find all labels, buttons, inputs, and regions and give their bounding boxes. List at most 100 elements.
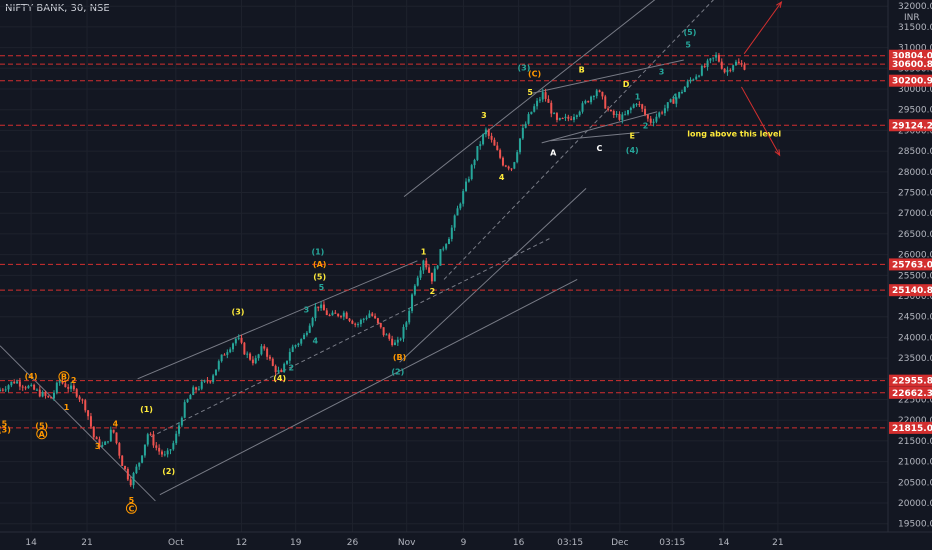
candle-body bbox=[155, 445, 158, 448]
trend-channels bbox=[0, 0, 714, 502]
candle-body bbox=[305, 332, 308, 335]
time-tick-label: 14 bbox=[718, 538, 730, 548]
level-tag-bg bbox=[889, 386, 932, 399]
wave-label-circle bbox=[125, 502, 137, 514]
candle-body bbox=[734, 61, 737, 66]
candle-body bbox=[550, 102, 553, 114]
wave-label: (2) bbox=[162, 467, 175, 476]
candle-body bbox=[220, 354, 223, 362]
grid bbox=[0, 0, 888, 532]
candle-body bbox=[629, 107, 632, 111]
candle-body bbox=[482, 134, 485, 145]
candle-body bbox=[510, 168, 513, 170]
candle-body bbox=[499, 150, 502, 158]
candle-body bbox=[4, 389, 7, 391]
wave-label: 4 bbox=[312, 337, 318, 346]
candle-body bbox=[189, 395, 192, 400]
candle-body bbox=[422, 260, 425, 271]
candle-body bbox=[484, 129, 487, 135]
candle-body bbox=[58, 381, 61, 383]
price-tick-label: 20000.00 bbox=[898, 499, 932, 509]
candle-body bbox=[104, 441, 107, 445]
wave-label: (B) bbox=[393, 353, 406, 362]
candle-body bbox=[632, 104, 635, 108]
time-axis[interactable]: 14 21 Oct 12 19 26 Nov 9 16 03:15 Dec 03:15 14 21 bbox=[0, 531, 932, 550]
candle-body bbox=[462, 191, 465, 204]
price-axis[interactable]: 19500.00 20000.00 20500.00 21000.00 21500.00… bbox=[887, 0, 932, 550]
candle-body bbox=[402, 326, 405, 339]
candle-body bbox=[106, 441, 109, 443]
candle-body bbox=[479, 144, 482, 147]
level-price-tag: 25140.85 bbox=[889, 284, 932, 297]
wave-label: 4 bbox=[672, 92, 678, 101]
candle-body bbox=[419, 270, 422, 278]
candle-body bbox=[723, 68, 726, 73]
candle-body bbox=[84, 400, 87, 411]
candle-body bbox=[78, 396, 81, 400]
candle-body bbox=[135, 466, 138, 474]
candle-body bbox=[391, 338, 394, 345]
candle-body bbox=[334, 312, 337, 314]
candle-body bbox=[33, 384, 36, 390]
wave-label: 1 bbox=[64, 403, 70, 412]
candle-body bbox=[626, 110, 629, 115]
channel-line bbox=[403, 0, 656, 198]
candle-body bbox=[371, 313, 374, 316]
candle-body bbox=[75, 389, 78, 397]
candle-body bbox=[98, 439, 101, 447]
candle-body bbox=[288, 351, 291, 361]
candle-body bbox=[38, 389, 41, 397]
candle-body bbox=[578, 111, 581, 116]
level-tag-bg bbox=[889, 421, 932, 434]
candle-body bbox=[67, 387, 70, 389]
price-tick-label: 26500.00 bbox=[898, 230, 932, 240]
candle-body bbox=[399, 338, 402, 340]
candle-body bbox=[524, 123, 527, 128]
candle-body bbox=[712, 57, 715, 59]
candle-body bbox=[425, 260, 428, 268]
candle-body bbox=[624, 114, 627, 116]
candle-body bbox=[607, 108, 610, 110]
candle-body bbox=[92, 426, 95, 438]
level-price-tag: 22662.30 bbox=[889, 386, 932, 399]
time-tick-label: Oct bbox=[168, 538, 184, 548]
candle-body bbox=[129, 479, 132, 486]
candle-body bbox=[89, 416, 92, 427]
candle-body bbox=[115, 432, 118, 444]
wave-label-circle bbox=[36, 428, 48, 440]
candle-body bbox=[266, 348, 269, 357]
wave-label: A bbox=[550, 148, 557, 157]
time-axis-bg bbox=[0, 532, 932, 550]
candle-body bbox=[547, 98, 550, 103]
candle-body bbox=[553, 113, 556, 115]
candle-body bbox=[433, 268, 436, 282]
level-tag-text: 29124.25 bbox=[892, 121, 932, 131]
candle-body bbox=[331, 312, 334, 316]
candle-body bbox=[473, 159, 476, 166]
time-tick-label: 19 bbox=[290, 538, 302, 548]
candle-body bbox=[44, 392, 47, 396]
level-tag-bg bbox=[889, 374, 932, 387]
price-tick-label: 25000.00 bbox=[898, 292, 932, 302]
price-tick-label: 24500.00 bbox=[898, 313, 932, 323]
currency-label: INR bbox=[904, 13, 920, 23]
wave-label-circle bbox=[58, 371, 70, 383]
price-tick-label: 32000.00 bbox=[898, 2, 932, 12]
candle-body bbox=[101, 444, 104, 447]
projection-arrow-head bbox=[774, 149, 781, 157]
price-tick-label: 22000.00 bbox=[898, 416, 932, 426]
price-tick-label: 30000.00 bbox=[898, 85, 932, 95]
candle-body bbox=[408, 310, 411, 323]
candle-body bbox=[470, 165, 473, 180]
candle-body bbox=[720, 61, 723, 69]
candle-body bbox=[732, 65, 735, 71]
candle-body bbox=[615, 113, 618, 115]
level-tag-text: 22955.85 bbox=[892, 377, 932, 387]
wave-label: A bbox=[39, 430, 46, 439]
candle-body bbox=[530, 111, 533, 115]
wave-label: E bbox=[630, 132, 635, 141]
candle-body bbox=[689, 79, 692, 82]
candle-body bbox=[476, 146, 479, 160]
level-tag-text: 30600.80 bbox=[892, 60, 932, 70]
